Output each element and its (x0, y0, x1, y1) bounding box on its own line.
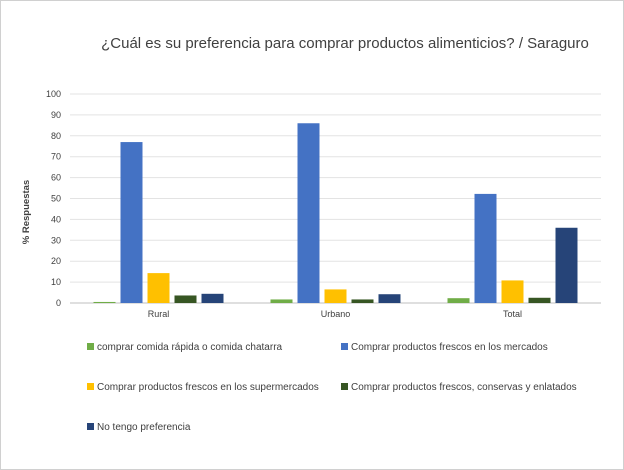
y-tick-label: 0 (56, 298, 61, 308)
legend-item: comprar comida rápida o comida chatarra (87, 342, 283, 353)
x-tick-label: Rural (148, 309, 170, 319)
y-tick-label: 10 (51, 277, 61, 287)
x-tick-label: Total (503, 309, 522, 319)
y-axis-ticks: 0 10 20 30 40 50 60 70 80 90 100 (46, 89, 61, 308)
y-axis-label: % Respuestas (21, 180, 32, 244)
x-tick-label: Urbano (321, 309, 351, 319)
bar (555, 227, 578, 303)
bar (174, 295, 197, 303)
bar (297, 123, 320, 303)
y-tick-label: 60 (51, 173, 61, 183)
y-tick-label: 20 (51, 256, 61, 266)
legend-swatch (341, 383, 348, 390)
bar (120, 142, 143, 303)
legend-label: Comprar productos frescos en los superme… (97, 382, 319, 393)
legend-label: Comprar productos frescos en los mercado… (351, 342, 548, 353)
bar (147, 273, 170, 303)
legend-swatch (87, 423, 94, 430)
legend-label: comprar comida rápida o comida chatarra (97, 342, 283, 353)
x-axis-ticks: Rural Urbano Total (148, 309, 522, 319)
bar (378, 294, 401, 303)
bar (351, 299, 374, 303)
y-tick-label: 50 (51, 194, 61, 204)
bar (270, 299, 293, 303)
chart-title: ¿Cuál es su preferencia para comprar pro… (101, 35, 589, 52)
legend-item: No tengo preferencia (87, 422, 191, 433)
legend-swatch (87, 383, 94, 390)
bar (501, 280, 524, 303)
legend-item: Comprar productos frescos en los mercado… (341, 342, 548, 353)
bar (528, 297, 551, 303)
legend: comprar comida rápida o comida chatarra C… (87, 342, 577, 433)
legend-swatch (87, 343, 94, 350)
y-tick-label: 70 (51, 152, 61, 162)
y-tick-label: 100 (46, 89, 61, 99)
legend-item: Comprar productos frescos, conservas y e… (341, 382, 577, 393)
legend-item: Comprar productos frescos en los superme… (87, 382, 319, 393)
bar (93, 301, 116, 303)
gridlines (70, 93, 601, 304)
bars (93, 123, 578, 303)
bar (447, 298, 470, 303)
legend-label: No tengo preferencia (97, 422, 191, 433)
y-tick-label: 90 (51, 110, 61, 120)
bar (201, 293, 224, 303)
bar (474, 193, 497, 303)
legend-label: Comprar productos frescos, conservas y e… (351, 382, 577, 393)
y-tick-label: 30 (51, 235, 61, 245)
y-tick-label: 40 (51, 214, 61, 224)
legend-swatch (341, 343, 348, 350)
y-tick-label: 80 (51, 131, 61, 141)
bar (324, 289, 347, 303)
